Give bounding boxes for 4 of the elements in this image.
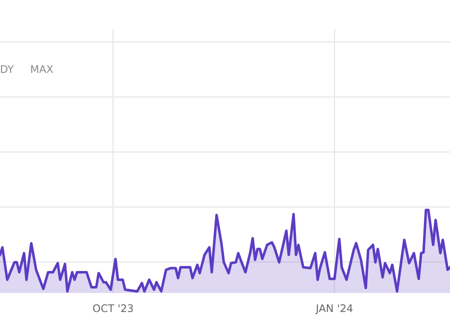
text: DY <box>1 65 14 73</box>
x-tick-label: OCT '23 <box>93 304 133 312</box>
x-tick-label: JAN '24 <box>315 304 353 314</box>
text: MAX <box>31 65 54 73</box>
